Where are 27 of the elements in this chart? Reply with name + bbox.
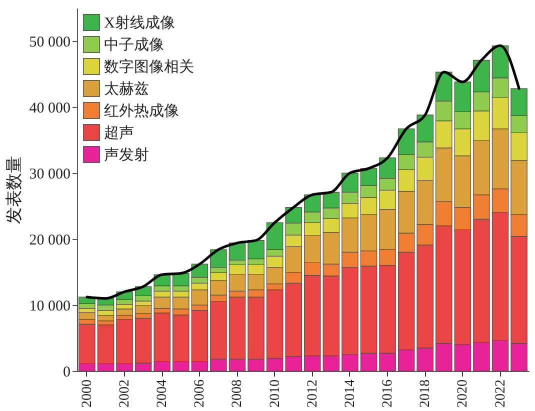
y-tick-label: 20 000 [29, 232, 70, 248]
legend-label: 红外热成像 [104, 102, 179, 120]
x-tick-label: 2018 [418, 380, 434, 408]
legend-label: 太赫兹 [104, 80, 149, 98]
bar [116, 308, 133, 316]
y-tick-label: 50 000 [29, 34, 70, 50]
y-tick-label: 40 000 [29, 100, 70, 116]
x-tick-label: 2004 [155, 380, 170, 408]
x-tick-label: 2016 [380, 380, 396, 408]
x-tick-label: 2002 [118, 380, 133, 408]
x-tick-label: 2012 [305, 380, 320, 408]
legend-label: 中子成像 [104, 36, 164, 54]
x-tick-label: 2010 [268, 380, 283, 408]
x-tick-label: 2000 [80, 380, 95, 408]
x-tick-label: 2008 [230, 380, 246, 408]
y-tick-label: 10 000 [29, 298, 70, 314]
legend-label: 超声 [104, 124, 134, 142]
legend-label: 数字图像相关 [104, 58, 194, 76]
x-tick-label: 2014 [342, 380, 358, 408]
x-tick-label: 2022 [493, 380, 508, 408]
y-tick-label: 0 [63, 364, 70, 380]
y-tick-label: 30 000 [29, 166, 70, 182]
legend-label: X射线成像 [104, 14, 175, 32]
y-axis-title: 发表数量 [4, 156, 24, 224]
legend-label: 声发射 [104, 146, 149, 164]
x-tick-label: 2020 [456, 380, 471, 408]
x-tick-label: 2006 [192, 380, 208, 408]
